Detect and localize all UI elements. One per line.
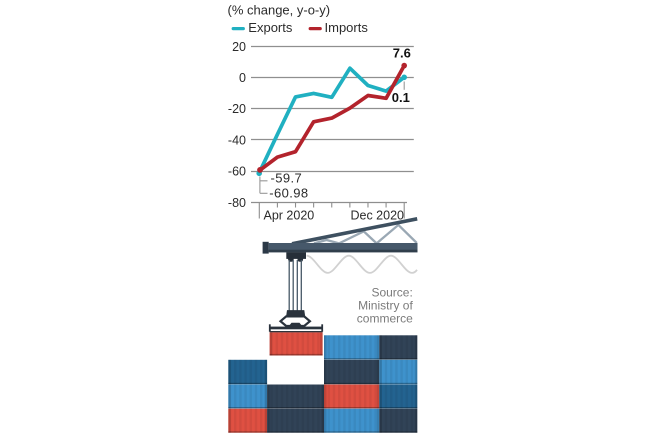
svg-text:-60: -60 bbox=[228, 165, 246, 179]
svg-text:Imports: Imports bbox=[325, 20, 369, 35]
svg-text:Ministry of: Ministry of bbox=[358, 299, 413, 313]
svg-text:Exports: Exports bbox=[248, 20, 293, 35]
svg-text:-59.7: -59.7 bbox=[271, 171, 303, 186]
svg-text:-80: -80 bbox=[228, 196, 246, 210]
svg-text:Dec 2020: Dec 2020 bbox=[350, 208, 404, 222]
svg-text:0: 0 bbox=[239, 71, 246, 85]
svg-text:0.1: 0.1 bbox=[392, 90, 410, 105]
svg-text:-40: -40 bbox=[228, 133, 246, 147]
svg-text:20: 20 bbox=[232, 40, 246, 54]
svg-text:-20: -20 bbox=[228, 102, 246, 116]
svg-text:7.6: 7.6 bbox=[393, 46, 411, 61]
svg-text:-60.98: -60.98 bbox=[269, 186, 308, 201]
svg-text:commerce: commerce bbox=[357, 312, 413, 326]
svg-text:Source:: Source: bbox=[371, 286, 412, 300]
svg-text:(% change, y-o-y): (% change, y-o-y) bbox=[228, 2, 331, 17]
svg-text:Apr 2020: Apr 2020 bbox=[264, 208, 315, 222]
